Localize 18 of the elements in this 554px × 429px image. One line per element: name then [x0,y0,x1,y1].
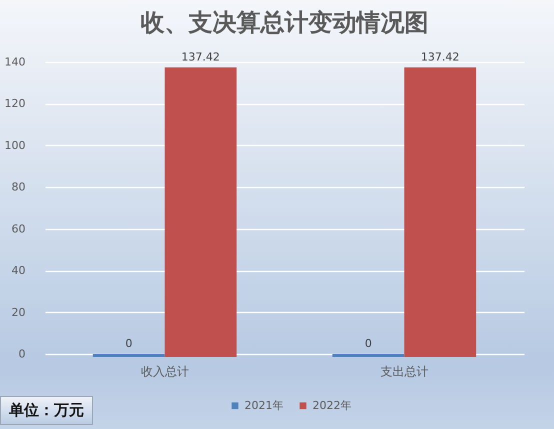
data-label: 137.42 [420,50,460,64]
data-label: 137.42 [181,50,220,64]
y-tick-label: 100 [4,138,26,152]
text: 单位：万元 [0,396,93,425]
legend-label: 2021年 [244,398,284,412]
data-label: 0 [125,337,132,350]
y-tick-label: 40 [12,264,26,278]
y-tick-label: 120 [4,97,26,110]
y-tick-label: 20 [12,306,26,319]
y-tick-label: 0 [18,348,26,360]
data-label: 0 [364,337,372,350]
y-tick-label: 60 [12,222,26,236]
x-tick-label: 收入总计 [140,364,189,378]
chart-title: 收、支决算总计变动情况图 [140,9,428,36]
legend-label: 2022年 [312,398,352,412]
y-tick-label: 140 [4,56,26,68]
y-tick-label: 80 [12,180,26,194]
x-tick-label: 支出总计 [380,364,428,378]
